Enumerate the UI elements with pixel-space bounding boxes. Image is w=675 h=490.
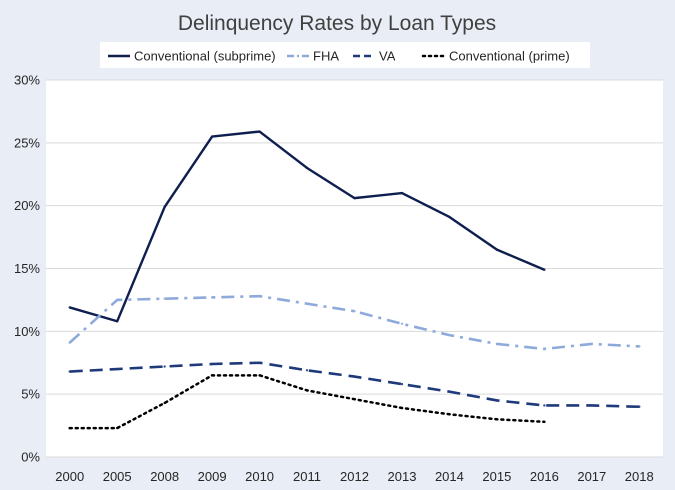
x-tick-label: 2018 bbox=[625, 469, 654, 484]
y-tick-label: 0% bbox=[21, 450, 40, 465]
data-point bbox=[68, 306, 71, 309]
y-tick-label: 20% bbox=[14, 198, 40, 213]
data-point bbox=[305, 166, 309, 170]
data-point bbox=[638, 345, 641, 348]
data-point bbox=[495, 342, 499, 346]
data-point bbox=[448, 390, 451, 393]
series-0 bbox=[68, 130, 546, 323]
data-point bbox=[590, 404, 594, 407]
data-point bbox=[115, 320, 119, 323]
data-point bbox=[210, 135, 214, 138]
data-point bbox=[68, 426, 71, 430]
x-tick-label: 2013 bbox=[388, 469, 417, 484]
data-point bbox=[68, 370, 71, 373]
data-point bbox=[448, 413, 451, 416]
y-tick-label: 5% bbox=[21, 387, 40, 402]
legend-label: VA bbox=[379, 49, 396, 64]
data-point bbox=[353, 196, 356, 200]
data-point bbox=[68, 341, 71, 344]
data-point bbox=[115, 298, 119, 302]
data-point bbox=[400, 322, 404, 325]
y-tick-label: 25% bbox=[14, 135, 40, 150]
x-tick-label: 2008 bbox=[150, 469, 179, 484]
x-tick-label: 2010 bbox=[245, 469, 274, 484]
data-point bbox=[258, 374, 261, 377]
x-tick-label: 2012 bbox=[340, 469, 369, 484]
data-point bbox=[400, 191, 404, 195]
x-tick-label: 2009 bbox=[198, 469, 227, 484]
legend-box bbox=[100, 42, 590, 68]
data-point bbox=[163, 297, 166, 300]
data-point bbox=[115, 426, 119, 430]
data-point bbox=[258, 361, 261, 364]
data-point bbox=[258, 294, 261, 298]
data-point bbox=[305, 302, 309, 305]
y-tick-label: 15% bbox=[14, 261, 40, 276]
legend-label: Conventional (subprime) bbox=[134, 49, 276, 64]
gridlines bbox=[46, 79, 663, 458]
data-point bbox=[305, 389, 309, 392]
y-axis-ticks: 0% 5% 10% 15% 20% 25% 30% bbox=[14, 73, 40, 465]
data-point bbox=[543, 404, 546, 407]
series-layer bbox=[68, 130, 641, 430]
data-point bbox=[115, 367, 119, 371]
series-2 bbox=[68, 361, 641, 409]
data-point bbox=[495, 418, 499, 421]
data-point bbox=[638, 405, 641, 408]
x-tick-label: 2000 bbox=[55, 469, 84, 484]
data-point bbox=[210, 362, 214, 366]
x-tick-label: 2015 bbox=[482, 469, 511, 484]
x-tick-label: 2011 bbox=[293, 469, 321, 484]
data-point bbox=[353, 375, 356, 378]
series-3 bbox=[68, 374, 546, 430]
data-point bbox=[543, 420, 546, 424]
data-point bbox=[448, 333, 451, 337]
data-point bbox=[495, 248, 499, 251]
data-point bbox=[400, 406, 404, 410]
data-point bbox=[353, 310, 356, 313]
data-point bbox=[163, 365, 166, 368]
series-1 bbox=[68, 294, 641, 351]
x-tick-label: 2005 bbox=[103, 469, 132, 484]
data-point bbox=[400, 382, 404, 386]
data-point bbox=[353, 397, 356, 401]
data-point bbox=[210, 296, 214, 299]
x-tick-label: 2014 bbox=[435, 469, 464, 484]
x-axis-ticks: 2000 2005 2008 2009 2010 2011 2012 2013 2014 2015… bbox=[55, 469, 653, 484]
legend: Conventional (subprime) FHA VA Conventional… bbox=[100, 42, 590, 68]
data-point bbox=[163, 205, 166, 209]
data-point bbox=[543, 268, 546, 271]
data-point bbox=[590, 342, 594, 346]
chart-title: Delinquency Rates by Loan Types bbox=[178, 12, 496, 35]
data-point bbox=[258, 130, 261, 133]
data-point bbox=[543, 347, 546, 351]
data-point bbox=[163, 401, 166, 405]
data-point bbox=[495, 399, 499, 402]
x-tick-label: 2016 bbox=[530, 469, 559, 484]
data-point bbox=[210, 374, 214, 377]
legend-label: Conventional (prime) bbox=[449, 49, 570, 64]
data-point bbox=[448, 215, 451, 219]
data-point bbox=[305, 369, 309, 372]
legend-label: FHA bbox=[313, 49, 339, 64]
y-tick-label: 10% bbox=[14, 324, 40, 339]
y-tick-label: 30% bbox=[14, 73, 40, 88]
x-tick-label: 2017 bbox=[577, 469, 606, 484]
